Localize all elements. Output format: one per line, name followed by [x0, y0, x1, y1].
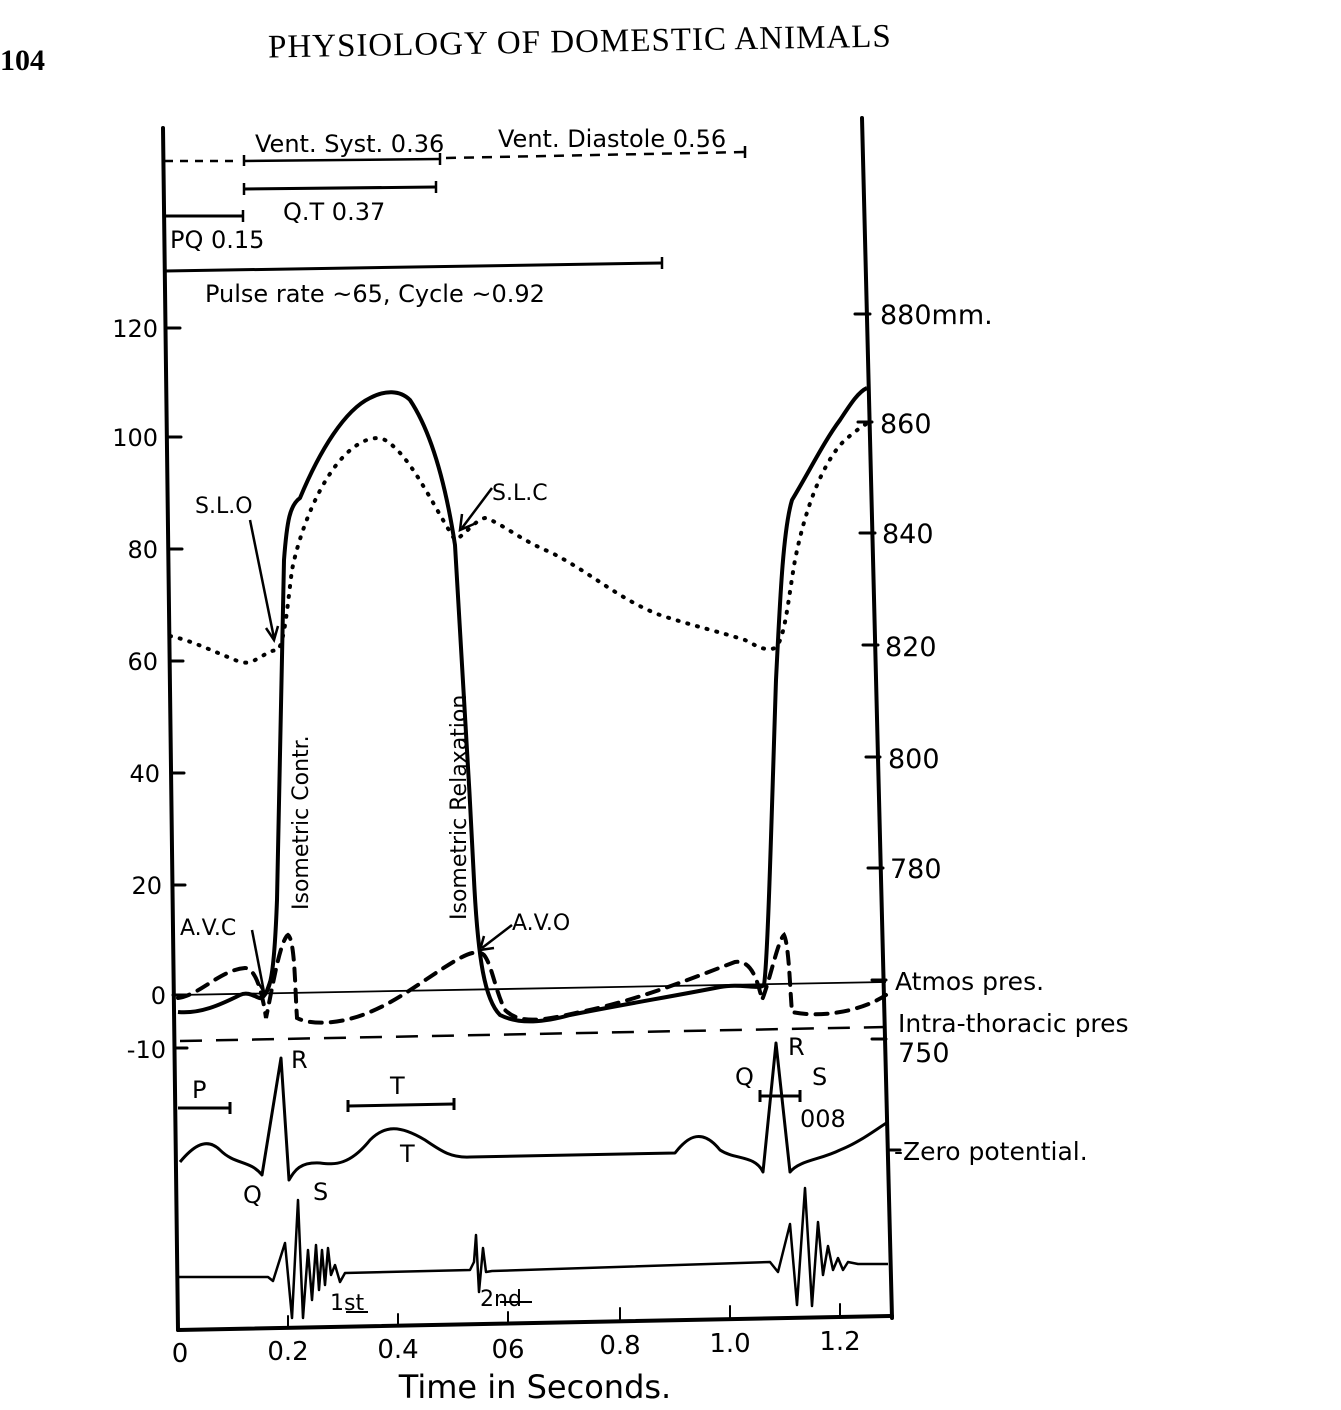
heart-sound-labels: 1st 2nd	[330, 1287, 532, 1316]
tick-label: 0.4	[377, 1335, 418, 1365]
annotation-arrows	[248, 487, 513, 997]
tick-label: 20	[131, 872, 162, 900]
ecg-t-wave-label: T	[399, 1140, 415, 1168]
x-tick-labels: 0 0.2 0.4 06 0.8 1.0 1.2	[172, 1327, 861, 1369]
right-axis	[860, 116, 894, 1320]
pq-label: PQ 0.15	[170, 226, 264, 254]
tick-label: 80	[127, 536, 158, 564]
tick-label: 120	[112, 315, 158, 343]
curve-annotations: S.L.O S.L.C A.V.C A.V.O Isometric Contr.…	[180, 481, 570, 941]
tick-label: -10	[127, 1036, 166, 1064]
ecg-s-label: S	[313, 1178, 328, 1206]
tick-label: 0.2	[267, 1337, 308, 1367]
tick-label: 750	[898, 1038, 950, 1069]
left-tick-labels: 120 100 80 60 40 20 0 -10	[112, 315, 166, 1064]
tick-label: 0	[151, 982, 166, 1010]
ecg-r2-label: R	[788, 1033, 805, 1061]
x-axis-label: Time in Seconds.	[398, 1368, 671, 1406]
qrs-duration-label: 008	[800, 1105, 846, 1133]
right-tick-labels: 880mm. 860 840 820 800 780 750	[880, 300, 993, 1069]
slc-label: S.L.C	[492, 481, 548, 506]
atmos-pressure-line	[177, 981, 887, 996]
ecg-s2-label: S	[812, 1063, 827, 1091]
ecg-q2-label: Q	[735, 1063, 754, 1091]
intrathoracic-pressure-line	[179, 1025, 887, 1043]
ecg-p-label: P	[192, 1076, 206, 1104]
timing-labels: Vent. Syst. 0.36 Vent. Diastole 0.56 Q.T…	[170, 125, 726, 308]
pulse-cycle-label: Pulse rate ~65, Cycle ~0.92	[205, 280, 545, 308]
tick-label: 60	[127, 648, 158, 676]
tick-label: 840	[882, 519, 934, 550]
qt-label: Q.T 0.37	[283, 198, 385, 226]
tick-label: 880mm.	[880, 300, 993, 331]
atmos-pressure-label: Atmos pres.	[895, 967, 1044, 996]
ecg-interval-bars	[178, 1090, 802, 1114]
atrial-pressure-curve	[176, 931, 888, 1025]
tick-label: 820	[885, 632, 937, 663]
ecg-labels: P T T Q R S Q R S 008	[192, 1033, 846, 1209]
intrathoracic-pressure-label: Intra-thoracic pres	[898, 1009, 1129, 1038]
zero-potential-label: -Zero potential.	[894, 1137, 1088, 1166]
aortic-pressure-curve	[168, 418, 874, 665]
slo-label: S.L.O	[195, 494, 253, 519]
tick-label: 0	[172, 1339, 189, 1369]
ecg-trace	[178, 1041, 889, 1182]
tick-label: 860	[880, 409, 932, 440]
ecg-t-interval-label: T	[389, 1072, 405, 1100]
x-ticks	[287, 1303, 841, 1329]
left-axis	[161, 126, 180, 1332]
vent-diastole-label: Vent. Diastole 0.56	[498, 125, 726, 153]
right-ticks	[853, 312, 902, 1152]
ecg-q-label: Q	[243, 1181, 262, 1209]
isometric-relaxation-label: Isometric Relaxation	[447, 695, 472, 920]
right-labels: Atmos pres. Intra-thoracic pres -Zero po…	[894, 967, 1129, 1166]
timing-bars	[164, 146, 747, 273]
tick-label: 1.0	[709, 1329, 750, 1359]
second-sound-label: 2nd	[480, 1287, 522, 1312]
page-number: 104	[0, 44, 45, 77]
tick-label: 1.2	[819, 1327, 860, 1357]
tick-label: 800	[888, 744, 940, 775]
avc-label: A.V.C	[180, 916, 236, 941]
vent-systole-label: Vent. Syst. 0.36	[255, 130, 444, 158]
isometric-contraction-label: Isometric Contr.	[289, 735, 314, 910]
tick-label: 780	[890, 854, 942, 885]
tick-label: 40	[129, 760, 160, 788]
ventricular-pressure-curve	[177, 386, 868, 1024]
avo-label: A.V.O	[512, 911, 570, 936]
bottom-axis	[176, 1314, 894, 1332]
tick-label: 100	[112, 424, 158, 452]
heart-sounds-trace	[178, 1186, 888, 1320]
ecg-r-label: R	[291, 1046, 308, 1074]
tick-label: 06	[491, 1335, 524, 1365]
tick-label: 0.8	[599, 1331, 640, 1361]
